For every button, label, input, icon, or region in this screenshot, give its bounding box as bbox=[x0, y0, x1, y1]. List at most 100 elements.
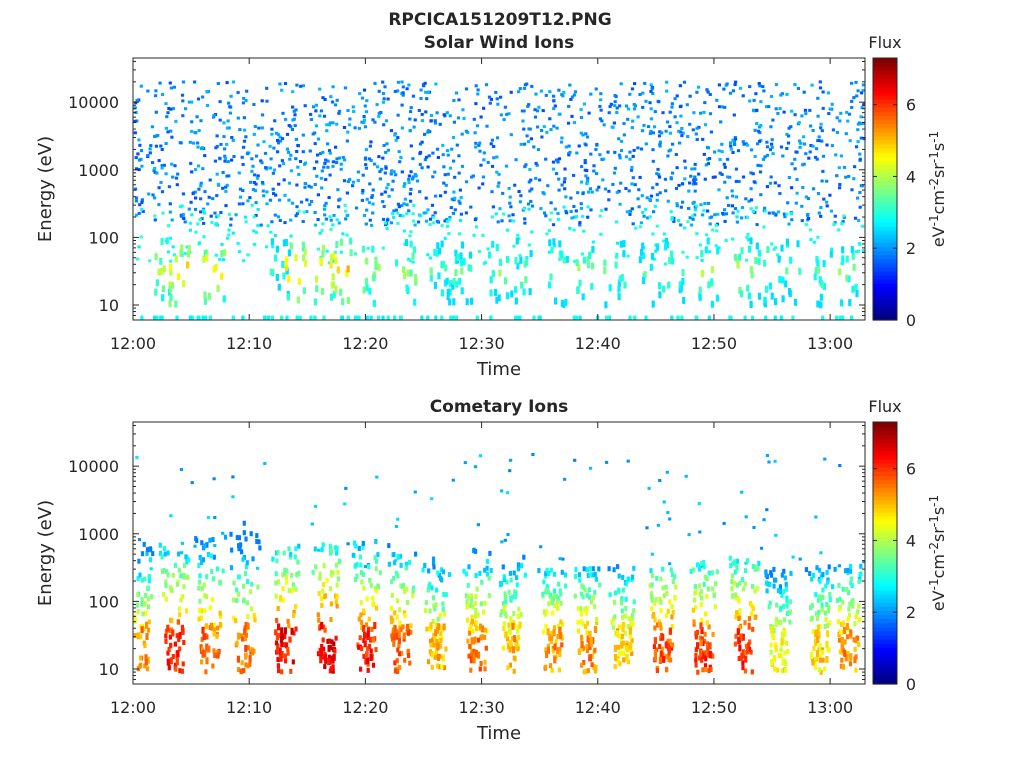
flux-cell bbox=[837, 228, 841, 232]
flux-cell bbox=[549, 596, 553, 601]
flux-cell bbox=[141, 611, 145, 617]
flux-cell bbox=[160, 554, 164, 560]
flux-cell bbox=[238, 195, 243, 199]
flux-cell bbox=[205, 90, 209, 94]
flux-cell bbox=[785, 132, 789, 136]
flux-cell bbox=[512, 646, 516, 654]
flux-cell bbox=[326, 159, 330, 163]
flux-cell bbox=[751, 563, 755, 569]
flux-cell bbox=[738, 608, 742, 614]
flux-cell bbox=[768, 148, 773, 152]
flux-cell bbox=[475, 225, 479, 229]
flux-cell bbox=[319, 257, 323, 265]
flux-cell bbox=[713, 604, 717, 610]
flux-cell bbox=[507, 630, 511, 636]
flux-cell bbox=[728, 555, 732, 561]
flux-cell bbox=[331, 164, 335, 168]
colorbar-step bbox=[873, 426, 897, 431]
flux-cell bbox=[572, 315, 576, 320]
flux-cell bbox=[817, 609, 821, 615]
flux-cell bbox=[256, 224, 260, 228]
colorbar-step bbox=[873, 295, 897, 301]
flux-cell bbox=[360, 646, 364, 652]
flux-cell bbox=[242, 145, 246, 149]
flux-cell bbox=[200, 147, 204, 151]
flux-cell bbox=[565, 255, 569, 263]
flux-cell bbox=[519, 563, 524, 569]
flux-cell bbox=[227, 174, 231, 178]
flux-cell bbox=[326, 638, 330, 644]
flux-cell bbox=[285, 315, 289, 320]
flux-cell bbox=[136, 576, 140, 582]
flux-cell bbox=[362, 214, 367, 217]
flux-cell bbox=[844, 175, 848, 179]
flux-cell bbox=[221, 568, 225, 574]
flux-cell bbox=[315, 160, 319, 164]
flux-cell bbox=[199, 197, 203, 201]
flux-cell bbox=[545, 567, 549, 573]
flux-cell bbox=[271, 245, 275, 249]
flux-cell bbox=[833, 214, 837, 218]
flux-cell bbox=[431, 637, 435, 643]
flux-cell bbox=[590, 653, 594, 659]
flux-cell bbox=[442, 165, 446, 169]
flux-cell bbox=[287, 588, 291, 593]
colorbar-step bbox=[873, 659, 897, 665]
flux-cell bbox=[241, 315, 245, 320]
flux-cell bbox=[720, 150, 724, 154]
flux-cell bbox=[185, 245, 189, 249]
flux-cell bbox=[474, 145, 478, 149]
flux-cell bbox=[819, 301, 823, 309]
flux-cell bbox=[787, 126, 791, 130]
flux-cell bbox=[670, 218, 674, 222]
flux-cell bbox=[671, 142, 675, 146]
flux-cell bbox=[287, 249, 291, 257]
flux-cell bbox=[784, 586, 788, 592]
flux-cell bbox=[761, 85, 765, 89]
flux-cell bbox=[360, 96, 365, 100]
flux-cell bbox=[494, 288, 498, 296]
flux-cell bbox=[458, 201, 462, 205]
flux-cell bbox=[731, 237, 735, 241]
flux-cell bbox=[370, 195, 374, 199]
flux-cell bbox=[714, 581, 718, 587]
flux-cell bbox=[408, 129, 412, 133]
flux-cell bbox=[777, 653, 781, 658]
flux-cell bbox=[684, 474, 688, 478]
flux-cell bbox=[700, 636, 704, 642]
flux-cell bbox=[148, 151, 152, 155]
flux-cell bbox=[790, 162, 794, 166]
flux-cell bbox=[171, 245, 175, 249]
flux-cell bbox=[774, 107, 778, 111]
flux-cell bbox=[367, 616, 371, 622]
flux-cell bbox=[287, 124, 291, 127]
flux-cell bbox=[825, 200, 829, 204]
flux-cell bbox=[218, 100, 222, 104]
flux-cell bbox=[321, 542, 325, 548]
flux-cell bbox=[698, 591, 702, 597]
flux-cell bbox=[320, 229, 324, 233]
flux-cell bbox=[558, 646, 562, 652]
colorbar-step bbox=[873, 221, 897, 227]
flux-cell bbox=[457, 154, 461, 158]
flux-cell bbox=[735, 582, 739, 588]
flux-cell bbox=[362, 653, 366, 659]
flux-cell bbox=[632, 565, 636, 571]
flux-cell bbox=[558, 652, 562, 658]
flux-cell bbox=[633, 104, 637, 108]
flux-cell bbox=[439, 631, 443, 637]
flux-cell bbox=[445, 277, 449, 285]
flux-cell bbox=[235, 640, 239, 646]
flux-cell bbox=[505, 255, 510, 263]
flux-cell bbox=[781, 658, 785, 666]
flux-cell bbox=[331, 252, 335, 260]
flux-cell bbox=[736, 209, 740, 213]
flux-cell bbox=[260, 99, 264, 103]
flux-cell bbox=[316, 218, 320, 221]
flux-cell bbox=[144, 610, 148, 616]
colorbar-step bbox=[873, 74, 897, 80]
flux-cell bbox=[441, 143, 445, 147]
flux-cell bbox=[181, 99, 185, 103]
flux-cell bbox=[218, 579, 222, 585]
flux-cell bbox=[854, 145, 859, 149]
